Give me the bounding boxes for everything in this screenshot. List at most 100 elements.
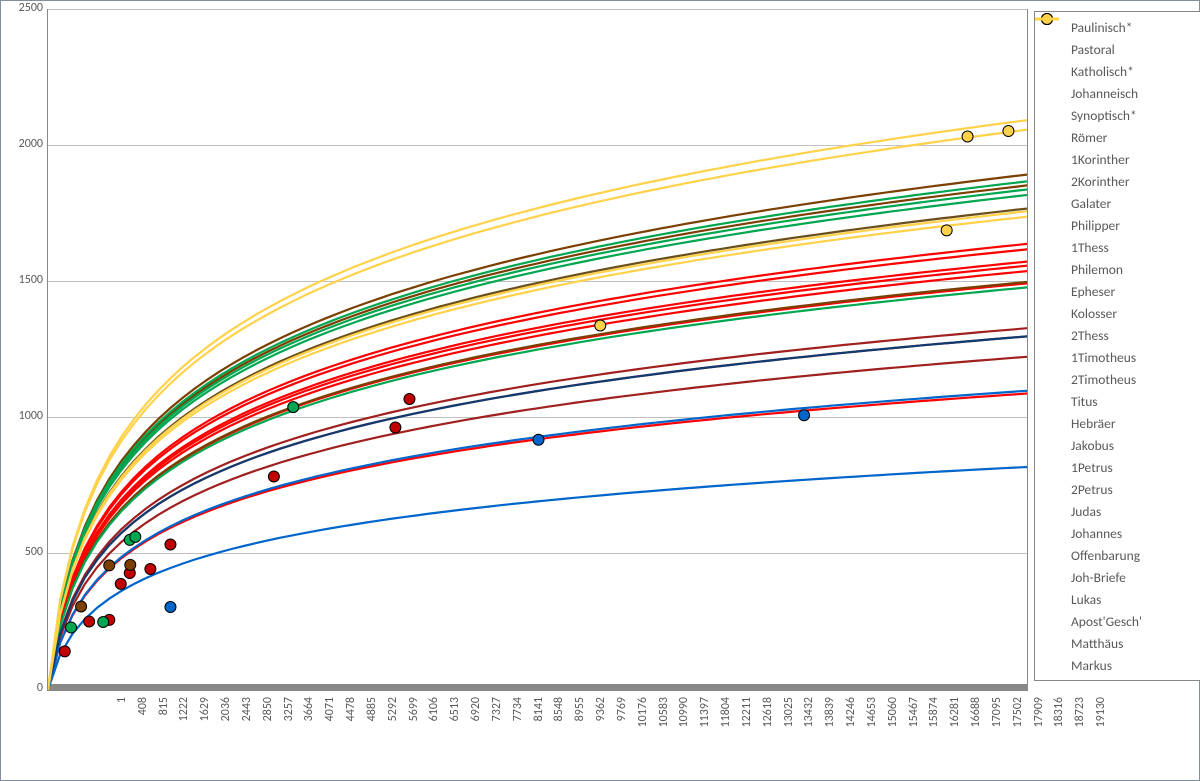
legend-item: Römer <box>1041 126 1198 148</box>
legend-label: Hebräer <box>1069 415 1116 432</box>
x-tick-label: 6920 <box>469 697 483 767</box>
legend-label: Johanneisch <box>1069 85 1138 102</box>
legend-label: Apost'Gesch' <box>1069 613 1142 630</box>
x-tick-label: 16281 <box>948 697 962 767</box>
legend-label: Pastoral <box>1069 41 1115 58</box>
legend-label: 2Timotheus <box>1069 371 1136 388</box>
plot-area <box>47 9 1028 691</box>
legend-label: Epheser <box>1069 283 1115 300</box>
legend-item: 1Timotheus <box>1041 346 1198 368</box>
legend-item: Galater <box>1041 192 1198 214</box>
y-tick-label: 0 <box>3 681 43 695</box>
legend-item: Philipper <box>1041 214 1198 236</box>
x-tick-label: 15467 <box>907 697 921 767</box>
x-tick-label: 17909 <box>1032 697 1046 767</box>
y-tick-label: 2500 <box>3 1 43 15</box>
x-tick-label: 4885 <box>365 697 379 767</box>
x-tick-label: 12211 <box>740 697 754 767</box>
x-tick-label: 2443 <box>240 697 254 767</box>
x-tick-label: 5699 <box>407 697 421 767</box>
y-tick-label: 2000 <box>3 137 43 151</box>
legend-item: 1Thess <box>1041 236 1198 258</box>
legend-label: Johannes <box>1069 525 1122 542</box>
x-tick-label: 11397 <box>698 697 712 767</box>
x-tick-label: 8955 <box>573 697 587 767</box>
y-tick-label: 1500 <box>3 273 43 287</box>
legend-label: 1Petrus <box>1069 459 1113 476</box>
legend-item: Philemon <box>1041 258 1198 280</box>
legend-item: Lukas <box>1041 588 1198 610</box>
x-tick-label: 14653 <box>865 697 879 767</box>
legend-label: Lukas <box>1069 591 1101 608</box>
x-tick-label: 6106 <box>427 697 441 767</box>
legend-label: Philipper <box>1069 217 1120 234</box>
legend-item: Synoptisch* <box>1041 104 1198 126</box>
legend-label: 1Korinther <box>1069 151 1130 168</box>
x-tick-label: 9769 <box>615 697 629 767</box>
x-tick-label: 5292 <box>386 697 400 767</box>
x-tick-label: 9362 <box>594 697 608 767</box>
legend-item: Johannes <box>1041 522 1198 544</box>
legend-label: Synoptisch* <box>1069 107 1137 124</box>
legend-item: 2Timotheus <box>1041 368 1198 390</box>
legend-label: Judas <box>1069 503 1101 520</box>
x-tick-label: 8548 <box>552 697 566 767</box>
legend-item: Pastoral <box>1041 38 1198 60</box>
legend-label: Offenbarung <box>1069 547 1140 564</box>
x-tick-label: 18723 <box>1073 697 1087 767</box>
x-tick-label: 19130 <box>1094 697 1108 767</box>
legend-item: Kolosser <box>1041 302 1198 324</box>
legend-item: Epheser <box>1041 280 1198 302</box>
y-tick-label: 1000 <box>3 409 43 423</box>
legend-item: 1Korinther <box>1041 148 1198 170</box>
x-tick-label: 13432 <box>802 697 816 767</box>
x-tick-label: 13839 <box>823 697 837 767</box>
x-tick-label: 11804 <box>719 697 733 767</box>
legend-item: Johanneisch <box>1041 82 1198 104</box>
legend-label: Katholisch* <box>1069 63 1134 80</box>
x-tick-label: 13025 <box>782 697 796 767</box>
legend-label: Kolosser <box>1069 305 1117 322</box>
legend-label: Markus <box>1069 657 1112 674</box>
legend-item: 2Korinther <box>1041 170 1198 192</box>
legend-label: 2Thess <box>1069 327 1109 344</box>
legend-item: Joh-Briefe <box>1041 566 1198 588</box>
legend-item: Hebräer <box>1041 412 1198 434</box>
legend-item: Katholisch* <box>1041 60 1198 82</box>
x-tick-label: 4071 <box>323 697 337 767</box>
x-tick-label: 16688 <box>969 697 983 767</box>
legend-label: 1Timotheus <box>1069 349 1136 366</box>
x-tick-label: 7734 <box>511 697 525 767</box>
legend-item: Matthäus <box>1041 632 1198 654</box>
legend-label: Paulinisch* <box>1069 19 1132 36</box>
legend-label: 2Petrus <box>1069 481 1113 498</box>
x-tick-label: 15060 <box>886 697 900 767</box>
x-tick-label: 10583 <box>657 697 671 767</box>
legend-label: Jakobus <box>1069 437 1114 454</box>
x-tick-label: 15874 <box>927 697 941 767</box>
legend-label: Matthäus <box>1069 635 1123 652</box>
legend-label: Joh-Briefe <box>1069 569 1126 586</box>
x-tick-label: 6513 <box>448 697 462 767</box>
legend-item: Apost'Gesch' <box>1041 610 1198 632</box>
x-tick-label: 7327 <box>490 697 504 767</box>
x-tick-label: 1222 <box>177 697 191 767</box>
x-tick-label: 2850 <box>261 697 275 767</box>
legend-label: 2Korinther <box>1069 173 1130 190</box>
chart-container: Paulinisch* Pastoral Katholisch* Johanneisc… <box>0 0 1200 781</box>
legend: Paulinisch* Pastoral Katholisch* Johanneisc… <box>1034 11 1200 681</box>
legend-label: Galater <box>1069 195 1111 212</box>
legend-item: 1Petrus <box>1041 456 1198 478</box>
x-tick-label: 17095 <box>990 697 1004 767</box>
x-tick-label: 2036 <box>219 697 233 767</box>
legend-label: 1Thess <box>1069 239 1109 256</box>
x-tick-label: 17502 <box>1011 697 1025 767</box>
x-tick-label: 1 <box>115 697 129 767</box>
x-tick-label: 8141 <box>532 697 546 767</box>
x-tick-label: 815 <box>157 697 171 767</box>
x-tick-label: 12618 <box>761 697 775 767</box>
x-tick-label: 3664 <box>302 697 316 767</box>
legend-item: Judas <box>1041 500 1198 522</box>
x-tick-label: 10990 <box>677 697 691 767</box>
x-tick-label: 408 <box>136 697 150 767</box>
